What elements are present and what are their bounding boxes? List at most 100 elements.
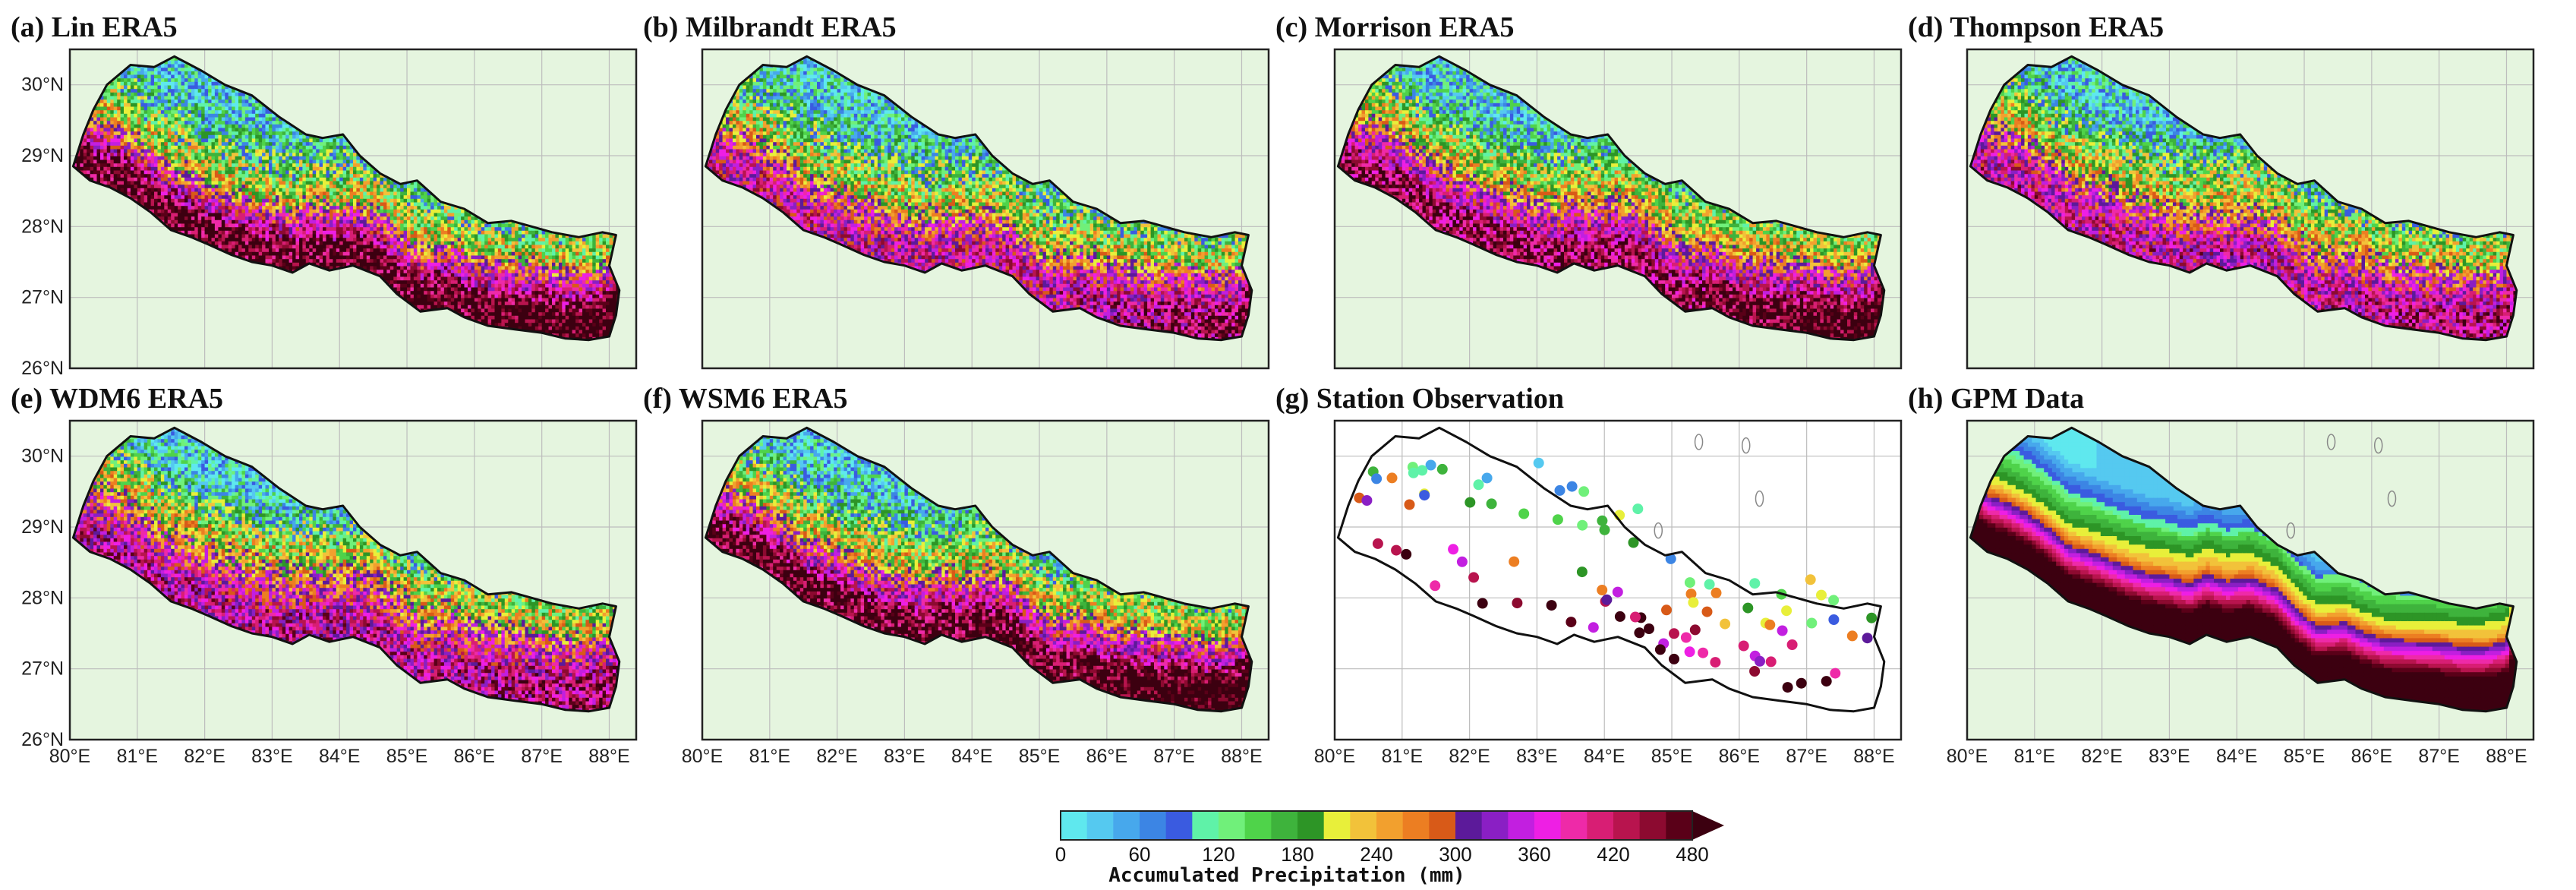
precip-cell	[255, 170, 259, 175]
precip-cell	[164, 113, 168, 118]
precip-cell	[90, 134, 94, 139]
precip-cell	[164, 156, 168, 160]
precip-cell	[107, 134, 111, 139]
precip-cell	[131, 181, 134, 185]
precip-cell	[188, 230, 191, 235]
precip-cell	[205, 149, 209, 153]
precip-cell	[238, 134, 242, 139]
precip-cell	[164, 81, 168, 86]
precip-cell	[147, 103, 151, 107]
precip-cell	[181, 117, 185, 122]
precip-cell	[171, 223, 175, 228]
precip-cell	[188, 71, 191, 75]
precip-cell	[140, 188, 144, 192]
precip-cell	[114, 145, 118, 150]
precip-cell	[266, 241, 270, 245]
precip-cell	[205, 234, 209, 238]
precip-cell	[215, 166, 219, 171]
precip-cell	[215, 128, 219, 132]
precip-cell	[232, 213, 235, 217]
precip-cell	[205, 145, 209, 150]
precip-cell	[215, 92, 219, 96]
precip-cell	[131, 156, 134, 160]
precip-cell	[124, 166, 128, 171]
precip-cell	[215, 213, 219, 217]
precip-cell	[164, 64, 168, 68]
precip-cell	[255, 191, 259, 196]
precip-cell	[232, 103, 235, 107]
precip-cell	[238, 241, 242, 245]
precip-cell	[131, 124, 134, 128]
precip-cell	[198, 159, 202, 164]
precip-cell	[181, 170, 185, 175]
precip-cell	[181, 149, 185, 153]
precip-cell	[171, 96, 175, 100]
precip-cell	[205, 113, 209, 118]
precip-cell	[188, 145, 191, 150]
precip-cell	[154, 81, 158, 86]
precip-cell	[266, 156, 270, 160]
precip-cell	[90, 124, 94, 128]
precip-cell	[188, 117, 191, 122]
precip-cell	[266, 213, 270, 217]
precip-cell	[181, 159, 185, 164]
precip-cell	[222, 124, 225, 128]
precip-cell	[188, 223, 191, 228]
precip-cell	[97, 170, 101, 175]
precip-cell	[90, 156, 94, 160]
precip-cell	[140, 71, 144, 75]
precip-cell	[238, 159, 242, 164]
precip-cell	[255, 145, 259, 150]
precip-cell	[215, 198, 219, 203]
precip-cell	[232, 198, 235, 203]
precip-cell	[124, 145, 128, 150]
precip-cell	[124, 170, 128, 175]
precip-cell	[232, 230, 235, 235]
precip-cell	[140, 166, 144, 171]
precip-cell	[222, 145, 225, 150]
precip-cell	[215, 113, 219, 118]
precip-cell	[154, 191, 158, 196]
precip-cell	[188, 198, 191, 203]
precip-cell	[140, 138, 144, 143]
precip-cell	[215, 149, 219, 153]
precip-cell	[232, 245, 235, 249]
precip-cell	[198, 124, 202, 128]
precip-cell	[188, 106, 191, 111]
precip-cell	[215, 156, 219, 160]
precip-cell	[215, 181, 219, 185]
precip-cell	[154, 134, 158, 139]
precip-cell	[147, 156, 151, 160]
precip-cell	[107, 96, 111, 100]
precip-cell	[147, 71, 151, 75]
precip-cell	[232, 124, 235, 128]
precip-cell	[215, 103, 219, 107]
precip-cell	[164, 213, 168, 217]
precip-cell	[97, 149, 101, 153]
precip-cell	[222, 92, 225, 96]
precip-cell	[124, 138, 128, 143]
precip-cell	[222, 166, 225, 171]
precip-cell	[248, 124, 252, 128]
precip-cell	[238, 106, 242, 111]
precip-cell	[248, 138, 252, 143]
precip-cell	[140, 149, 144, 153]
precip-cell	[164, 170, 168, 175]
precip-cell	[188, 124, 191, 128]
precip-cell	[140, 106, 144, 111]
precip-cell	[171, 159, 175, 164]
precip-cell	[181, 85, 185, 90]
precip-cell	[131, 188, 134, 192]
precip-cell	[215, 219, 219, 224]
precip-cell	[154, 181, 158, 185]
precip-cell	[171, 149, 175, 153]
precip-cell	[255, 138, 259, 143]
precip-cell	[205, 159, 209, 164]
precip-cell	[198, 134, 202, 139]
precip-cell	[107, 181, 111, 185]
precip-cell	[131, 191, 134, 196]
precip-cell	[188, 138, 191, 143]
precip-cell	[198, 103, 202, 107]
precip-cell	[107, 159, 111, 164]
